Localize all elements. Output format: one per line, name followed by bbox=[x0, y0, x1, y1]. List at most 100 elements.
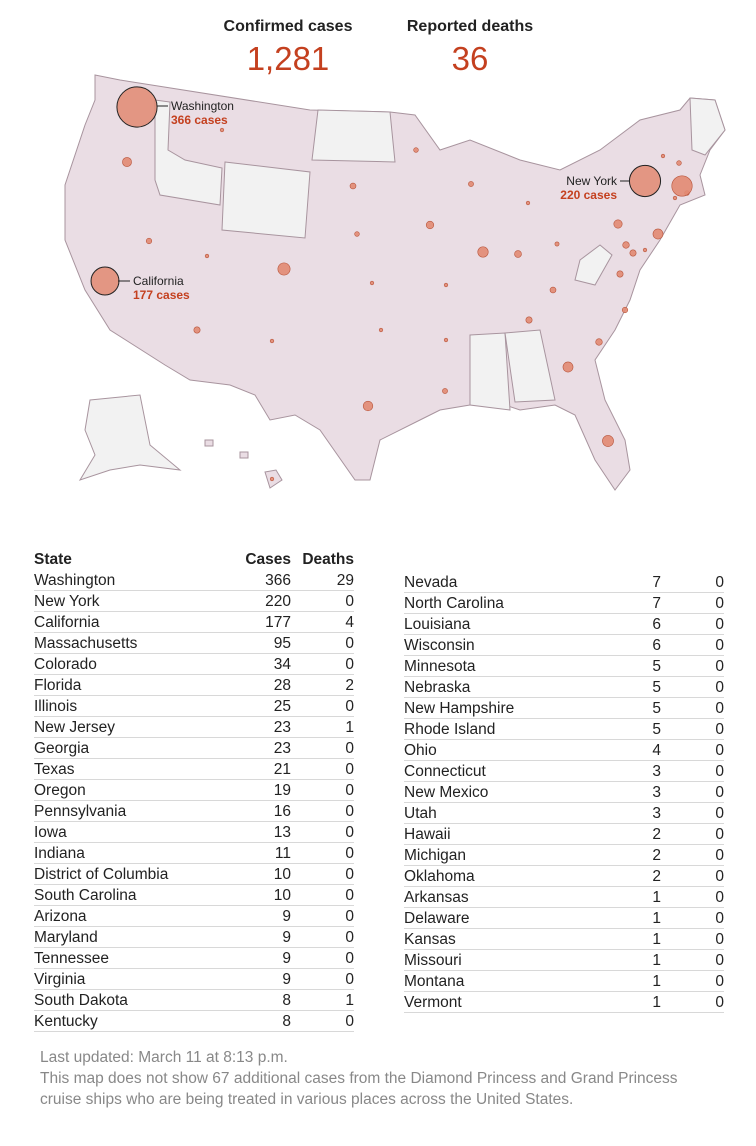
row-divider bbox=[404, 592, 724, 593]
cases-label: Confirmed cases bbox=[223, 18, 353, 35]
case-bubble bbox=[378, 327, 384, 333]
state-name: California bbox=[34, 614, 100, 631]
row-divider bbox=[404, 991, 724, 992]
state-name: Louisiana bbox=[404, 616, 471, 633]
deaths-count: 0 bbox=[345, 593, 354, 610]
row-divider bbox=[34, 884, 354, 885]
deaths-count: 0 bbox=[715, 784, 724, 801]
row-divider bbox=[34, 737, 354, 738]
deaths-count: 0 bbox=[345, 803, 354, 820]
deaths-count: 0 bbox=[715, 616, 724, 633]
cases-count: 1 bbox=[652, 994, 661, 1011]
state-name: Pennsylvania bbox=[34, 803, 127, 820]
cases-count: 4 bbox=[652, 742, 661, 759]
case-bubble bbox=[468, 181, 474, 187]
row-divider bbox=[404, 823, 724, 824]
state-name: Iowa bbox=[34, 824, 67, 841]
deaths-count: 4 bbox=[345, 614, 354, 631]
row-divider bbox=[34, 947, 354, 948]
state-name: Ohio bbox=[404, 742, 437, 759]
cases-count: 11 bbox=[274, 845, 291, 862]
row-divider bbox=[34, 653, 354, 654]
deaths-count: 0 bbox=[715, 826, 724, 843]
hawaii-island bbox=[204, 439, 214, 447]
state-name: Connecticut bbox=[404, 763, 486, 780]
deaths-count: 0 bbox=[345, 971, 354, 988]
deaths-count: 0 bbox=[715, 700, 724, 717]
row-divider bbox=[34, 905, 354, 906]
case-bubble bbox=[525, 316, 533, 324]
deaths-count: 1 bbox=[345, 719, 354, 736]
row-divider bbox=[34, 821, 354, 822]
row-divider bbox=[404, 886, 724, 887]
deaths-count: 0 bbox=[715, 574, 724, 591]
state-name: Nevada bbox=[404, 574, 458, 591]
deaths-count: 0 bbox=[715, 805, 724, 822]
cases-count: 1 bbox=[652, 973, 661, 990]
cases-count: 8 bbox=[282, 1013, 291, 1030]
deaths-count: 0 bbox=[345, 698, 354, 715]
deaths-count: 0 bbox=[715, 763, 724, 780]
case-bubble bbox=[369, 280, 375, 286]
cases-count: 5 bbox=[652, 658, 661, 675]
case-bubble bbox=[514, 250, 522, 258]
cases-count: 25 bbox=[273, 698, 291, 715]
row-divider bbox=[34, 758, 354, 759]
case-bubble bbox=[613, 219, 623, 229]
case-bubble bbox=[622, 241, 630, 249]
state-name: South Carolina bbox=[34, 887, 137, 904]
row-divider bbox=[34, 800, 354, 801]
state-name: Vermont bbox=[404, 994, 462, 1011]
deaths-count: 0 bbox=[345, 824, 354, 841]
state-name: Hawaii bbox=[404, 826, 451, 843]
row-divider bbox=[404, 676, 724, 677]
row-divider bbox=[404, 1012, 724, 1013]
cases-count: 5 bbox=[652, 700, 661, 717]
case-bubble bbox=[90, 266, 120, 296]
deaths-label: Reported deaths bbox=[406, 18, 534, 35]
deaths-count: 0 bbox=[715, 679, 724, 696]
row-divider bbox=[34, 968, 354, 969]
cases-count: 2 bbox=[652, 826, 661, 843]
deaths-count: 0 bbox=[715, 931, 724, 948]
case-bubble bbox=[595, 338, 603, 346]
cases-count: 9 bbox=[282, 929, 291, 946]
case-bubble bbox=[562, 361, 574, 373]
state-name: North Carolina bbox=[404, 595, 504, 612]
case-bubble bbox=[660, 153, 666, 159]
cases-count: 3 bbox=[652, 763, 661, 780]
state-name: Oklahoma bbox=[404, 868, 475, 885]
idaho bbox=[154, 99, 223, 206]
deaths-count: 0 bbox=[345, 866, 354, 883]
callout-state: California bbox=[133, 274, 184, 288]
footer: Last updated: March 11 at 8:13 p.m. This… bbox=[40, 1047, 720, 1110]
row-divider bbox=[34, 695, 354, 696]
row-divider bbox=[34, 989, 354, 990]
deaths-count: 0 bbox=[715, 910, 724, 927]
deaths-count: 0 bbox=[715, 637, 724, 654]
deaths-total: 36 bbox=[451, 40, 489, 77]
row-divider bbox=[404, 760, 724, 761]
case-bubble bbox=[671, 175, 693, 197]
deaths-count: 0 bbox=[345, 761, 354, 778]
footnote: This map does not show 67 additional cas… bbox=[40, 1070, 678, 1108]
row-divider bbox=[34, 842, 354, 843]
row-divider bbox=[34, 716, 354, 717]
deaths-count: 0 bbox=[715, 658, 724, 675]
case-bubble bbox=[602, 435, 614, 447]
bubbles bbox=[90, 86, 693, 482]
states-no-cases bbox=[78, 97, 726, 481]
state-name: Delaware bbox=[404, 910, 470, 927]
case-bubble bbox=[549, 286, 557, 294]
cases-count: 7 bbox=[652, 574, 661, 591]
case-bubble bbox=[616, 270, 624, 278]
cases-count: 3 bbox=[652, 784, 661, 801]
cases-count: 1 bbox=[652, 952, 661, 969]
cases-count: 95 bbox=[273, 635, 291, 652]
state-name: Texas bbox=[34, 761, 75, 778]
deaths-count: 0 bbox=[715, 973, 724, 990]
case-bubble bbox=[442, 388, 448, 394]
